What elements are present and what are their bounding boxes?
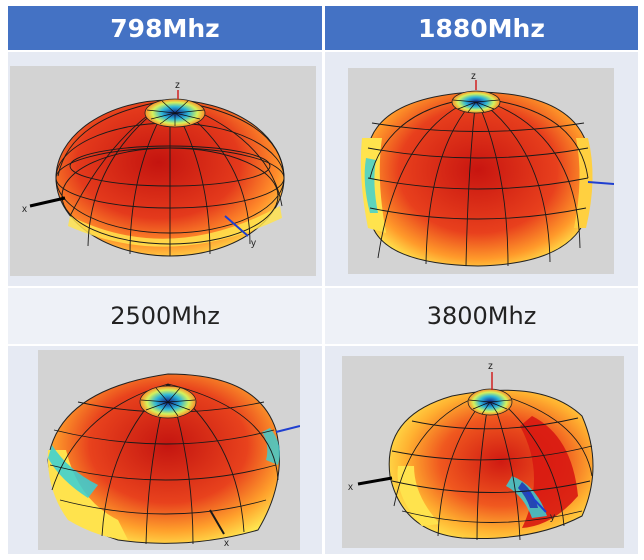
axis-label-z: z (488, 361, 493, 372)
axis-label-x: x (348, 482, 353, 493)
axis-label-x: x (22, 204, 27, 215)
radiation-plot-2500mhz: x (38, 350, 300, 550)
pattern-2500mhz-image: x (47, 373, 300, 549)
axis-label-y: y (251, 238, 256, 249)
radiation-plot-3800mhz: z x y (342, 356, 624, 548)
axis-label-x: x (224, 538, 229, 549)
radiation-plot-1880mhz: z (348, 68, 614, 274)
pattern-798mhz-image: z x y (22, 80, 285, 257)
pattern-3800mhz-image: z x y (348, 361, 594, 541)
axis-label-y: y (550, 512, 555, 523)
pattern-1880mhz-image: z (360, 71, 614, 267)
axis-label-z: z (175, 80, 180, 91)
header-798mhz: 798Mhz (8, 6, 322, 50)
subheader-3800mhz: 3800Mhz (325, 288, 638, 344)
radiation-plot-798mhz: z x y (10, 66, 316, 276)
axis-label-z: z (471, 71, 476, 82)
subheader-2500mhz: 2500Mhz (8, 288, 322, 344)
header-1880mhz: 1880Mhz (325, 6, 638, 50)
